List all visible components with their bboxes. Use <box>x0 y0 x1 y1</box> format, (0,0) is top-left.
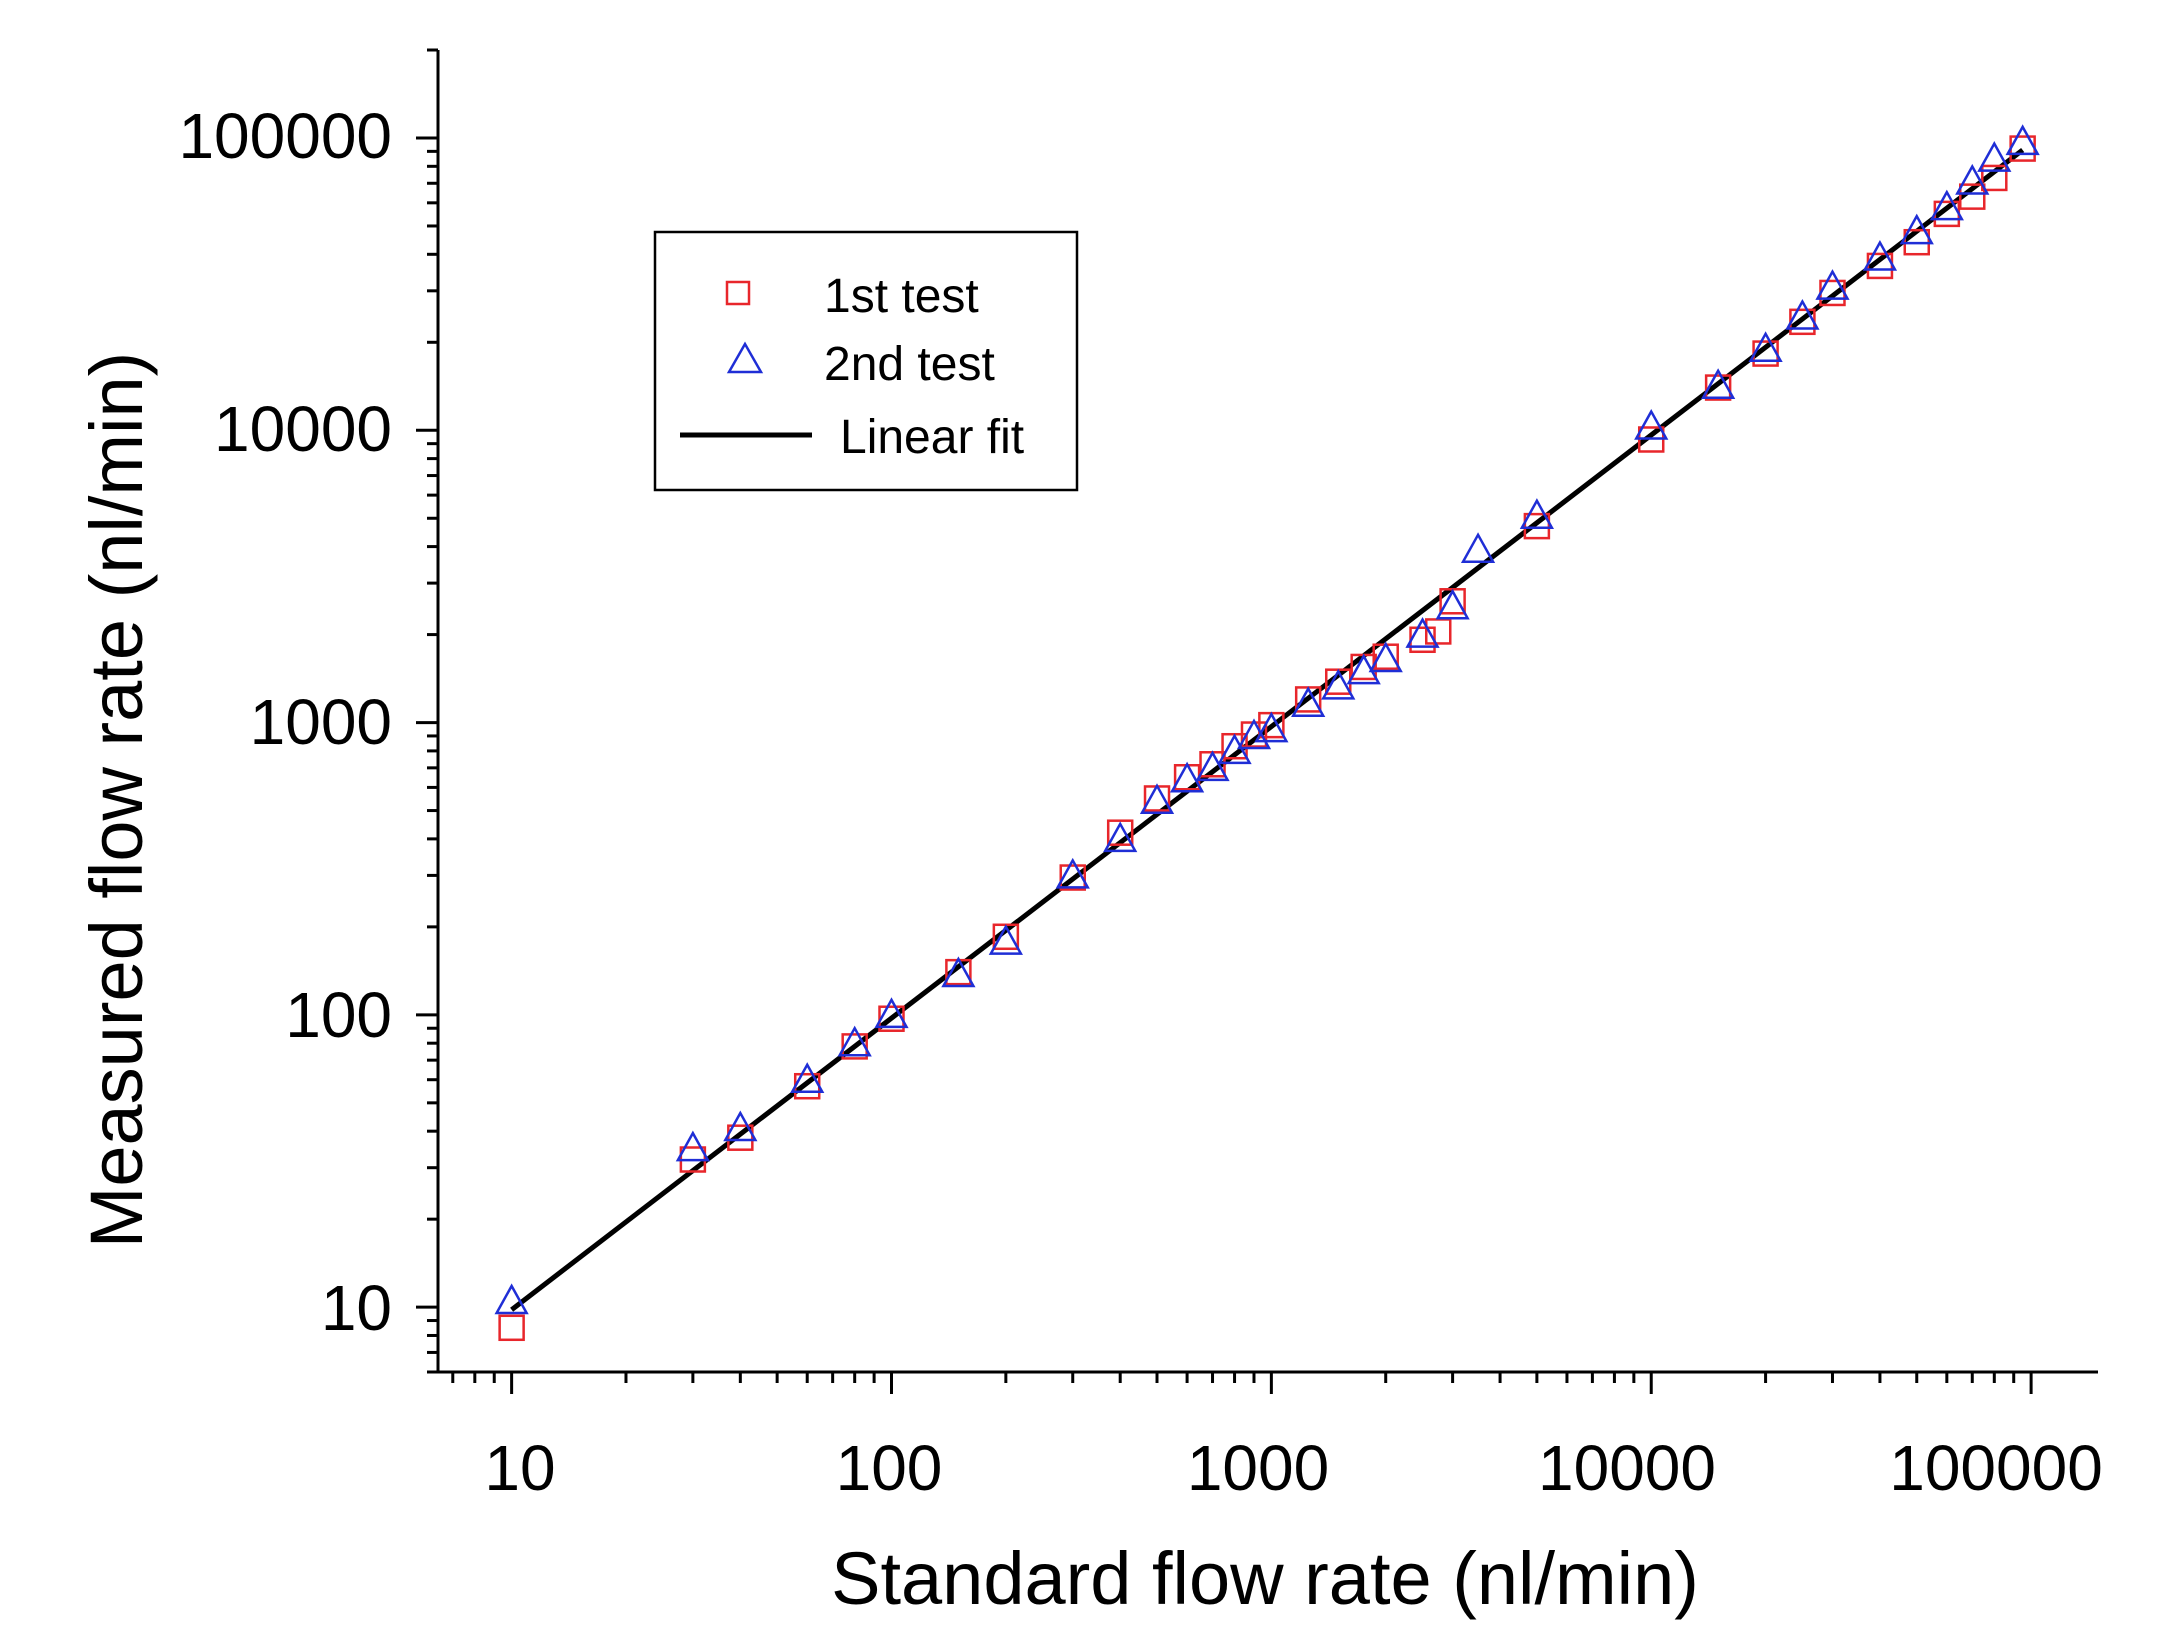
data-point-2nd-test <box>1748 331 1783 363</box>
legend-label-1st-test: 1st test <box>824 270 979 323</box>
legend-label-linear-fit: Linear fit <box>840 411 1024 464</box>
legend-triangle-icon <box>726 341 764 374</box>
y-tick-label: 100000 <box>178 100 392 172</box>
data-point-2nd-test <box>1103 821 1138 853</box>
data-point-1st-test <box>1704 374 1732 401</box>
data-point-2nd-test <box>1405 617 1440 648</box>
marker-layer <box>494 124 2040 1342</box>
data-point-2nd-test <box>1634 408 1669 440</box>
legend-box <box>653 230 1079 492</box>
data-point-1st-test <box>727 1124 754 1151</box>
data-point-2nd-test <box>1195 750 1230 782</box>
data-point-2nd-test <box>988 924 1023 955</box>
data-point-2nd-test <box>837 1025 872 1057</box>
data-point-2nd-test <box>1977 141 2012 172</box>
data-point-2nd-test <box>1217 733 1252 765</box>
data-point-2nd-test <box>941 956 976 988</box>
data-point-2nd-test <box>1460 532 1496 564</box>
data-point-2nd-test <box>1701 368 1736 400</box>
legend-label-2nd-test: 2nd test <box>824 338 995 391</box>
data-point-2nd-test <box>1254 711 1289 743</box>
data-point-2nd-test <box>1055 857 1090 889</box>
data-point-2nd-test <box>1169 761 1205 793</box>
y-tick-label: 100 <box>285 979 392 1051</box>
data-point-2nd-test <box>2005 124 2040 156</box>
x-tick-label: 10000 <box>1538 1432 1716 1504</box>
y-tick-label: 10 <box>321 1272 392 1344</box>
data-point-1st-test <box>1059 864 1086 891</box>
data-point-2nd-test <box>1955 163 1990 195</box>
legend-square-icon <box>725 280 751 306</box>
data-point-2nd-test <box>1929 189 1964 221</box>
x-tick-label: 100000 <box>1889 1432 2103 1504</box>
data-point-2nd-test <box>790 1062 825 1093</box>
data-point-2nd-test <box>874 997 909 1029</box>
data-point-1st-test <box>1523 512 1551 540</box>
data-point-1st-test <box>841 1033 868 1060</box>
x-tick-label: 1000 <box>1187 1432 1329 1504</box>
axes <box>416 48 2098 1394</box>
legend: 1st test 2nd test Linear fit <box>653 230 1079 492</box>
data-point-1st-test <box>1981 164 2008 192</box>
data-point-2nd-test <box>1519 498 1555 530</box>
data-point-2nd-test <box>723 1110 758 1142</box>
data-point-1st-test <box>1106 819 1134 846</box>
data-point-2nd-test <box>494 1283 529 1315</box>
data-point-2nd-test <box>675 1130 710 1162</box>
data-point-2nd-test <box>1321 668 1356 700</box>
data-point-2nd-test <box>1785 298 1820 330</box>
data-point-2nd-test <box>1862 239 1898 271</box>
data-point-2nd-test <box>1139 783 1175 815</box>
data-point-1st-test <box>1959 183 1986 210</box>
x-tick-label: 10 <box>484 1432 555 1504</box>
data-point-1st-test <box>878 1005 905 1032</box>
data-point-1st-test <box>1409 626 1436 654</box>
y-tick-label: 10000 <box>214 393 392 465</box>
data-point-1st-test <box>498 1314 525 1342</box>
x-tick-label: 100 <box>836 1432 943 1504</box>
tick-labels: 10 100 1000 10000 100000 10 100 1000 100… <box>178 100 2102 1504</box>
data-point-2nd-test <box>1815 269 1850 300</box>
data-point-2nd-test <box>1291 686 1326 717</box>
data-point-2nd-test <box>1368 641 1403 673</box>
data-point-2nd-test <box>1435 588 1470 620</box>
data-point-2nd-test <box>1899 213 1934 245</box>
data-point-2nd-test <box>1236 718 1272 750</box>
y-axis-title: Measured flow rate (nl/min) <box>75 352 158 1249</box>
x-axis-title: Standard flow rate (nl/min) <box>831 1537 1699 1620</box>
y-tick-label: 1000 <box>250 686 392 758</box>
